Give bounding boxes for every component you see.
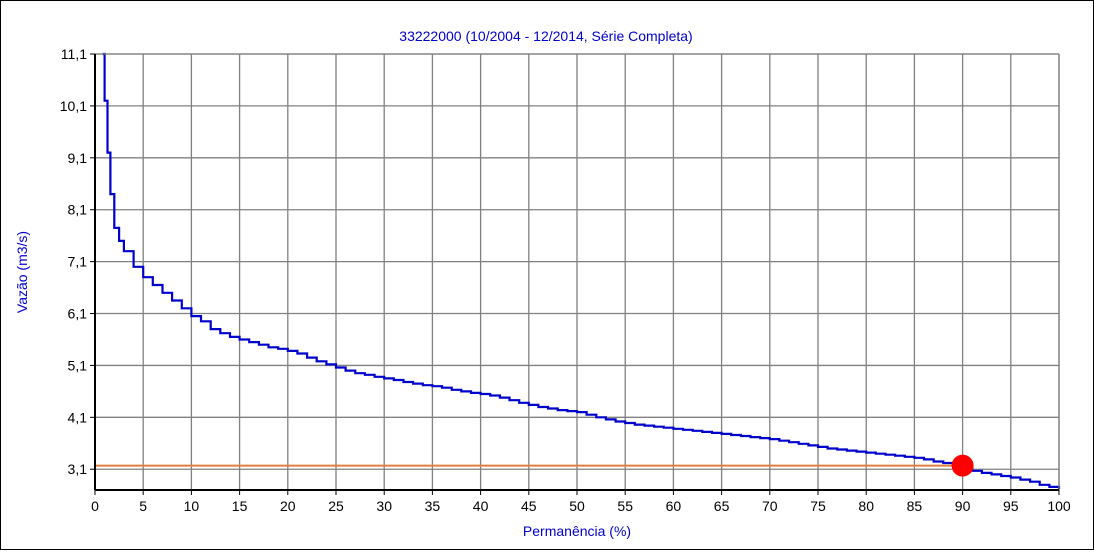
x-tick-label: 50 <box>569 498 585 514</box>
x-tick-label: 95 <box>1003 498 1019 514</box>
y-tick-label: 10,1 <box>60 98 87 114</box>
x-tick-label: 35 <box>425 498 441 514</box>
y-tick-labels: 3,1 4,1 5,1 6,1 7,1 8,1 9,1 10,1 11,1 <box>60 46 87 477</box>
y-tick-label: 9,1 <box>68 150 88 166</box>
x-tick-label: 90 <box>955 498 971 514</box>
x-axis-label: Permanência (%) <box>523 523 631 539</box>
x-tick-label: 15 <box>232 498 248 514</box>
x-tick-label: 60 <box>666 498 682 514</box>
x-tick-label: 40 <box>473 498 489 514</box>
x-tick-label: 0 <box>91 498 99 514</box>
flow-duration-curve <box>102 52 1061 489</box>
y-tick-label: 3,1 <box>68 461 88 477</box>
axes <box>90 53 1060 495</box>
x-tick-label: 45 <box>521 498 537 514</box>
x-tick-label: 5 <box>139 498 147 514</box>
q90-marker <box>951 454 974 477</box>
x-tick-labels: 0 5 10 15 20 25 30 35 40 45 50 55 60 65 70 75 80 85 90 95 10… <box>91 498 1071 514</box>
y-tick-label: 5,1 <box>68 357 88 373</box>
x-tick-label: 10 <box>184 498 200 514</box>
x-tick-label: 100 <box>1047 498 1071 514</box>
marker-layer <box>951 454 974 477</box>
x-tick-label: 20 <box>280 498 296 514</box>
y-tick-label: 8,1 <box>68 202 88 218</box>
y-tick-label: 11,1 <box>61 46 87 62</box>
x-tick-label: 30 <box>376 498 392 514</box>
y-tick-label: 7,1 <box>68 254 88 270</box>
y-tick-label: 6,1 <box>68 306 88 322</box>
x-tick-label: 25 <box>328 498 344 514</box>
flow-duration-curve-layer <box>102 52 1061 489</box>
x-tick-label: 65 <box>714 498 730 514</box>
x-tick-label: 70 <box>762 498 778 514</box>
x-tick-label: 80 <box>858 498 874 514</box>
x-tick-label: 55 <box>617 498 633 514</box>
x-tick-label: 85 <box>907 498 923 514</box>
y-tick-label: 4,1 <box>68 409 88 425</box>
chart-title: 33222000 (10/2004 - 12/2014, Série Compl… <box>399 28 692 44</box>
y-axis-label: Vazão (m3/s) <box>14 231 30 313</box>
grid <box>94 53 1060 490</box>
x-tick-label: 75 <box>810 498 826 514</box>
